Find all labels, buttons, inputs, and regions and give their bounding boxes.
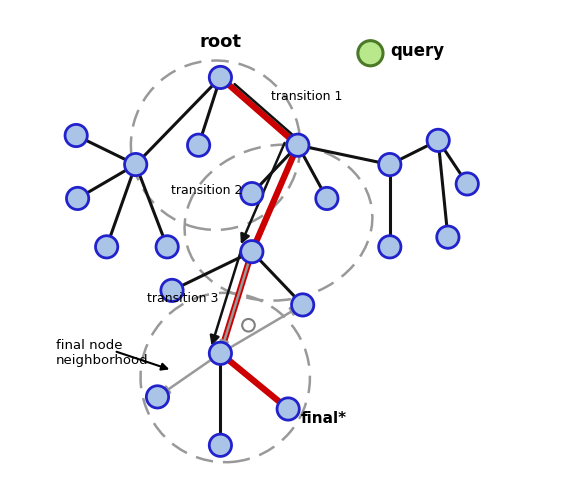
Circle shape [456,173,478,195]
Text: query: query [390,42,444,60]
Circle shape [125,153,147,176]
Circle shape [242,319,255,332]
Circle shape [437,226,459,248]
Circle shape [209,66,231,89]
Circle shape [96,236,118,258]
Circle shape [209,434,231,456]
Circle shape [209,342,231,364]
Circle shape [358,41,383,66]
Circle shape [146,386,169,408]
Circle shape [241,241,263,263]
Circle shape [161,279,183,302]
Circle shape [316,187,338,210]
Text: transition 1: transition 1 [271,90,343,103]
Circle shape [65,124,87,147]
Circle shape [156,236,178,258]
Circle shape [188,134,210,156]
Circle shape [292,294,314,316]
Circle shape [277,398,299,420]
Text: transition 2: transition 2 [171,184,243,197]
Text: root: root [199,33,241,51]
Circle shape [241,182,263,205]
Circle shape [427,129,449,151]
Text: final node
neighborhood: final node neighborhood [56,339,148,367]
Circle shape [379,236,401,258]
Circle shape [379,153,401,176]
Circle shape [287,134,309,156]
Text: transition 3: transition 3 [147,292,218,305]
Circle shape [66,187,88,210]
Text: final*: final* [300,411,346,426]
